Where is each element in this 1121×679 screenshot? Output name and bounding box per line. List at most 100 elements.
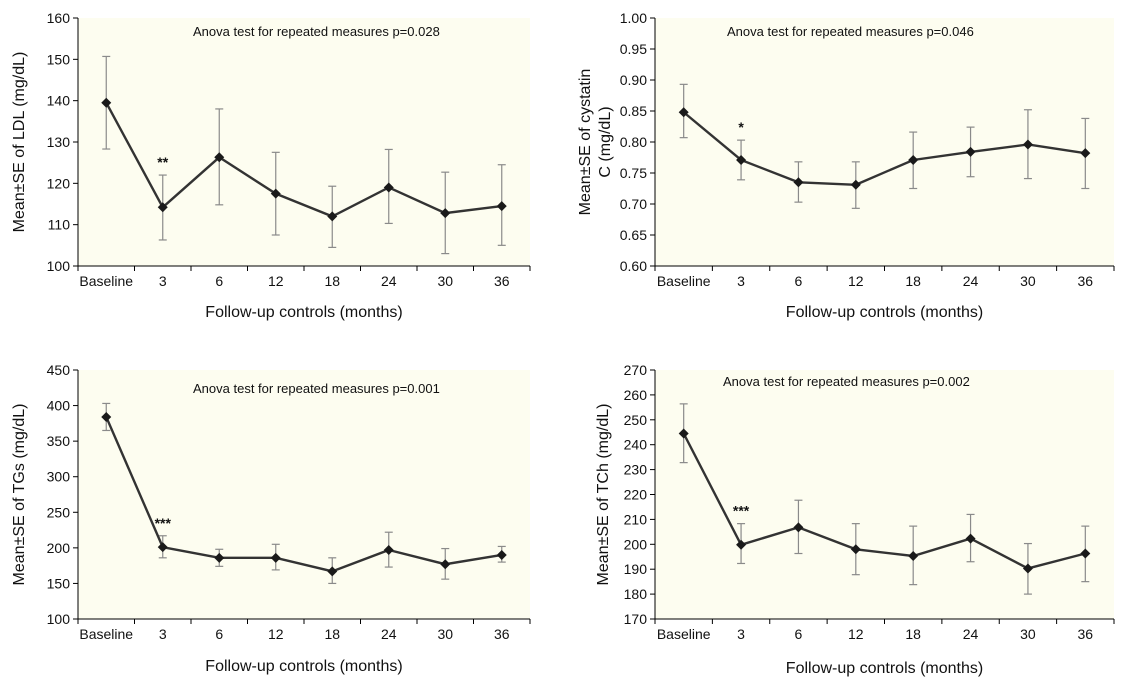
x-tick-label: 30 — [1020, 273, 1036, 289]
x-axis-title: Follow-up controls (months) — [205, 658, 402, 675]
y-tick-label: 110 — [48, 217, 71, 233]
y-tick-label: 300 — [47, 469, 71, 485]
x-tick-label: 12 — [268, 273, 284, 289]
y-tick-label: 140 — [47, 93, 71, 109]
cystatin-c-panel: 0.60 0.65 0.70 0.75 0.80 0.85 0.90 0.95 1.00 Base… — [577, 10, 1115, 321]
y-tick-label: 0.65 — [620, 227, 647, 243]
data-point — [793, 177, 804, 188]
x-tick-label: 30 — [1020, 626, 1036, 642]
data-point — [214, 152, 225, 163]
y-tick-label: 160 — [47, 10, 71, 26]
data-point — [908, 154, 919, 165]
y-tick-label: 180 — [624, 586, 648, 602]
x-tick-label: 6 — [795, 273, 803, 289]
y-tick-label: 230 — [624, 462, 648, 478]
y-tick-label: 120 — [47, 175, 71, 191]
x-tick-label: Baseline — [657, 273, 711, 289]
plot-area — [78, 18, 530, 266]
x-tick-label: 3 — [159, 273, 167, 289]
data-point — [383, 182, 394, 193]
y-tick-label: 260 — [624, 387, 648, 403]
y-tick-label: 0.70 — [620, 196, 647, 212]
data-point — [440, 208, 451, 219]
y-axis-title: Mean±SE of TGs (mg/dL) — [11, 404, 28, 586]
data-point — [101, 411, 112, 422]
data-point — [440, 559, 451, 570]
data-point — [101, 97, 112, 108]
data-point — [327, 211, 338, 222]
y-tick-label: 250 — [624, 412, 648, 428]
plot-area — [78, 370, 530, 619]
x-tick-label: Baseline — [79, 273, 133, 289]
y-axis-title: Mean±SE of cystatin C (mg/dL) — [577, 69, 614, 216]
y-tick-label: 0.95 — [620, 41, 647, 57]
series-line — [682, 432, 1086, 570]
y-tick-label: 100 — [47, 258, 71, 274]
y-axis-title: Mean±SE of TCh (mg/dL) — [595, 404, 612, 586]
tch-panel: 170 180 190 200 210 220 230 240 250 260 270 Baselin… — [595, 362, 1115, 677]
x-tick-label: 24 — [963, 626, 979, 642]
series-line — [105, 416, 502, 573]
series-line — [105, 102, 502, 218]
y-tick-label: 190 — [624, 561, 648, 577]
data-point — [270, 188, 281, 199]
y-tick-label: 400 — [47, 398, 71, 414]
y-tick-label: 200 — [47, 540, 71, 556]
x-tick-label: 30 — [437, 626, 453, 642]
data-point — [1080, 548, 1091, 559]
x-tick-label: 12 — [848, 626, 864, 642]
significance-marker: ** — [157, 154, 168, 170]
y-tick-label: 150 — [47, 51, 71, 67]
x-tick-label: 12 — [268, 626, 284, 642]
y-tick-label: 130 — [47, 134, 71, 150]
y-axis-title-line: Mean±SE of cystatin — [577, 69, 594, 216]
data-point — [270, 552, 281, 563]
data-point — [496, 201, 507, 212]
y-tick-label: 0.80 — [620, 134, 647, 150]
x-axis-title: Follow-up controls (months) — [786, 660, 983, 677]
series-line — [682, 111, 1086, 186]
plot-area — [655, 370, 1114, 619]
x-tick-label: 30 — [437, 273, 453, 289]
data-point — [383, 544, 394, 555]
y-tick-label: 170 — [624, 611, 648, 627]
data-point — [157, 542, 168, 553]
y-tick-label: 350 — [47, 433, 71, 449]
y-axis-title: Mean±SE of LDL (mg/dL) — [11, 52, 28, 233]
y-tick-label: 270 — [624, 362, 648, 378]
y-axis-title-line: C (mg/dL) — [597, 106, 614, 177]
x-tick-label: 6 — [795, 626, 803, 642]
data-point — [327, 566, 338, 577]
significance-marker: *** — [733, 503, 750, 519]
x-axis-title: Follow-up controls (months) — [786, 304, 983, 321]
data-point — [793, 522, 804, 533]
y-tick-label: 240 — [624, 437, 648, 453]
y-tick-label: 200 — [624, 536, 648, 552]
x-tick-label: 36 — [1078, 273, 1094, 289]
data-point — [157, 202, 168, 213]
x-tick-label: 36 — [1078, 626, 1094, 642]
x-axis-title: Follow-up controls (months) — [205, 304, 402, 321]
x-tick-label: 3 — [737, 626, 745, 642]
y-tick-label: 100 — [47, 611, 71, 627]
significance-marker: *** — [155, 515, 172, 531]
y-tick-label: 250 — [47, 504, 71, 520]
y-tick-label: 450 — [47, 362, 71, 378]
anova-annotation: Anova test for repeated measures p=0.001 — [193, 381, 440, 396]
x-tick-label: Baseline — [79, 626, 133, 642]
anova-annotation: Anova test for repeated measures p=0.046 — [727, 24, 974, 39]
x-tick-label: 3 — [159, 626, 167, 642]
x-tick-label: Baseline — [657, 626, 711, 642]
x-tick-label: 18 — [324, 273, 340, 289]
x-tick-label: 18 — [905, 626, 921, 642]
plot-area — [655, 18, 1114, 266]
data-point — [214, 552, 225, 563]
y-tick-label: 150 — [47, 575, 71, 591]
y-tick-label: 1.00 — [620, 10, 647, 26]
data-point — [1022, 563, 1033, 574]
data-point — [736, 539, 747, 550]
data-point — [965, 533, 976, 544]
